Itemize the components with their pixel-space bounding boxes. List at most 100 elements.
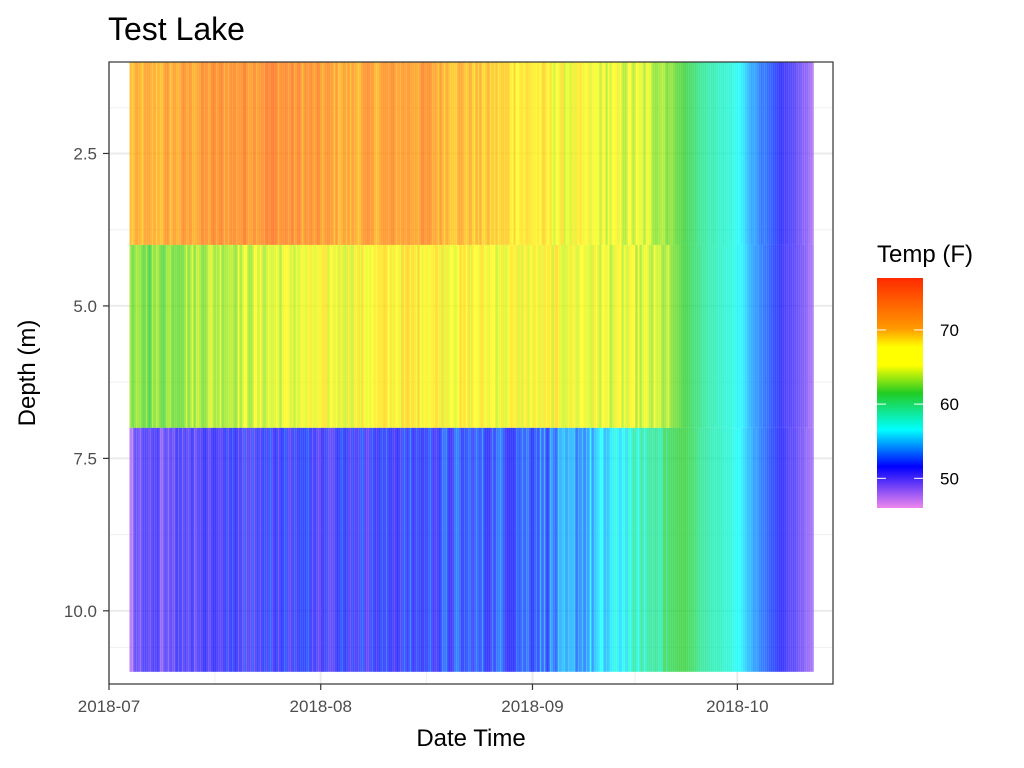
heatmap-cell bbox=[561, 244, 564, 428]
heatmap-cell bbox=[811, 427, 814, 672]
heatmap-cell bbox=[515, 244, 518, 428]
heatmap-cell bbox=[483, 244, 486, 428]
heatmap-cell bbox=[291, 62, 294, 245]
heatmap-cell bbox=[687, 244, 690, 428]
heatmap-cell bbox=[473, 62, 476, 245]
heatmap-cell bbox=[295, 62, 298, 245]
heatmap-cell bbox=[549, 62, 552, 245]
heatmap-cell bbox=[569, 62, 572, 245]
heatmap-cell bbox=[451, 244, 454, 428]
heatmap-cell bbox=[487, 244, 490, 428]
heatmap-layer bbox=[129, 62, 814, 245]
heatmap-cell bbox=[513, 244, 516, 428]
heatmap-cell bbox=[771, 62, 774, 245]
heatmap-cell bbox=[471, 427, 474, 672]
heatmap-cell bbox=[763, 62, 766, 245]
heatmap-cell bbox=[397, 62, 400, 245]
heatmap-cell bbox=[213, 427, 216, 672]
heatmap-cell bbox=[697, 62, 700, 245]
heatmap-cell bbox=[289, 62, 292, 245]
heatmap-cell bbox=[235, 62, 238, 245]
heatmap-cell bbox=[531, 62, 534, 245]
heatmap-cell bbox=[263, 244, 266, 428]
heatmap-cell bbox=[297, 62, 300, 245]
heatmap-cell bbox=[147, 244, 150, 428]
heatmap-cell bbox=[129, 427, 132, 672]
heatmap-cell bbox=[385, 244, 388, 428]
heatmap-cell bbox=[645, 244, 648, 428]
heatmap-cell bbox=[763, 244, 766, 428]
heatmap-cell bbox=[633, 427, 636, 672]
heatmap-cell bbox=[789, 62, 792, 245]
heatmap-cell bbox=[429, 244, 432, 428]
heatmap-cell bbox=[189, 244, 192, 428]
heatmap-cell bbox=[163, 62, 166, 245]
heatmap-cell bbox=[665, 62, 668, 245]
heatmap-cell bbox=[597, 244, 600, 428]
heatmap-cell bbox=[651, 244, 654, 428]
heatmap-cell bbox=[221, 62, 224, 245]
heatmap-cell bbox=[289, 244, 292, 428]
heatmap-cell bbox=[659, 427, 662, 672]
heatmap-cell bbox=[563, 62, 566, 245]
heatmap-cell bbox=[389, 427, 392, 672]
heatmap-cell bbox=[377, 427, 380, 672]
heatmap-cell bbox=[291, 244, 294, 428]
heatmap-cell bbox=[311, 427, 314, 672]
heatmap-cell bbox=[181, 244, 184, 428]
heatmap-cell bbox=[287, 427, 290, 672]
heatmap-cell bbox=[321, 244, 324, 428]
heatmap-cell bbox=[491, 62, 494, 245]
heatmap-cell bbox=[689, 244, 692, 428]
heatmap-cell bbox=[233, 62, 236, 245]
heatmap-cell bbox=[255, 62, 258, 245]
heatmap-cell bbox=[779, 427, 782, 672]
heatmap-cell bbox=[471, 62, 474, 245]
y-tick-label: 5.0 bbox=[73, 297, 97, 316]
heatmap-cell bbox=[799, 62, 802, 245]
plot-border bbox=[108, 61, 834, 685]
heatmap-cell bbox=[283, 427, 286, 672]
heatmap-cell bbox=[141, 427, 144, 672]
heatmap-cell bbox=[689, 427, 692, 672]
heatmap-cell bbox=[445, 62, 448, 245]
heatmap-cell bbox=[711, 62, 714, 245]
heatmap-cell bbox=[211, 427, 214, 672]
heatmap-cell bbox=[419, 62, 422, 245]
heatmap-cell bbox=[795, 244, 798, 428]
heatmap-cell bbox=[305, 427, 308, 672]
heatmap-cell bbox=[311, 244, 314, 428]
heatmap-cell bbox=[807, 427, 810, 672]
heatmap-cell bbox=[619, 62, 622, 245]
heatmap-cell bbox=[155, 427, 158, 672]
heatmap-cell bbox=[335, 62, 338, 245]
heatmap-cell bbox=[209, 62, 212, 245]
heatmap-cell bbox=[799, 427, 802, 672]
heatmap-cell bbox=[317, 427, 320, 672]
heatmap-cell bbox=[303, 244, 306, 428]
heatmap-cell bbox=[613, 427, 616, 672]
heatmap-cell bbox=[389, 244, 392, 428]
heatmap-cell bbox=[409, 62, 412, 245]
heatmap-cell bbox=[699, 244, 702, 428]
heatmap-cell bbox=[371, 62, 374, 245]
heatmap-cell bbox=[275, 62, 278, 245]
heatmap-cell bbox=[503, 62, 506, 245]
heatmap-cell bbox=[459, 62, 462, 245]
heatmap-cell bbox=[609, 427, 612, 672]
heatmap-cell bbox=[601, 427, 604, 672]
x-tick-label: 2018-07 bbox=[78, 697, 140, 716]
heatmap-cell bbox=[743, 427, 746, 672]
heatmap-cell bbox=[325, 427, 328, 672]
heatmap-cell bbox=[253, 62, 256, 245]
heatmap-cell bbox=[427, 62, 430, 245]
heatmap-cell bbox=[411, 244, 414, 428]
heatmap-cell bbox=[703, 427, 706, 672]
heatmap-cell bbox=[253, 244, 256, 428]
heatmap-cell bbox=[507, 244, 510, 428]
heatmap-cell bbox=[197, 244, 200, 428]
heatmap-cell bbox=[415, 427, 418, 672]
heatmap-cell bbox=[509, 62, 512, 245]
heatmap-cell bbox=[179, 244, 182, 428]
heatmap-cell bbox=[715, 427, 718, 672]
